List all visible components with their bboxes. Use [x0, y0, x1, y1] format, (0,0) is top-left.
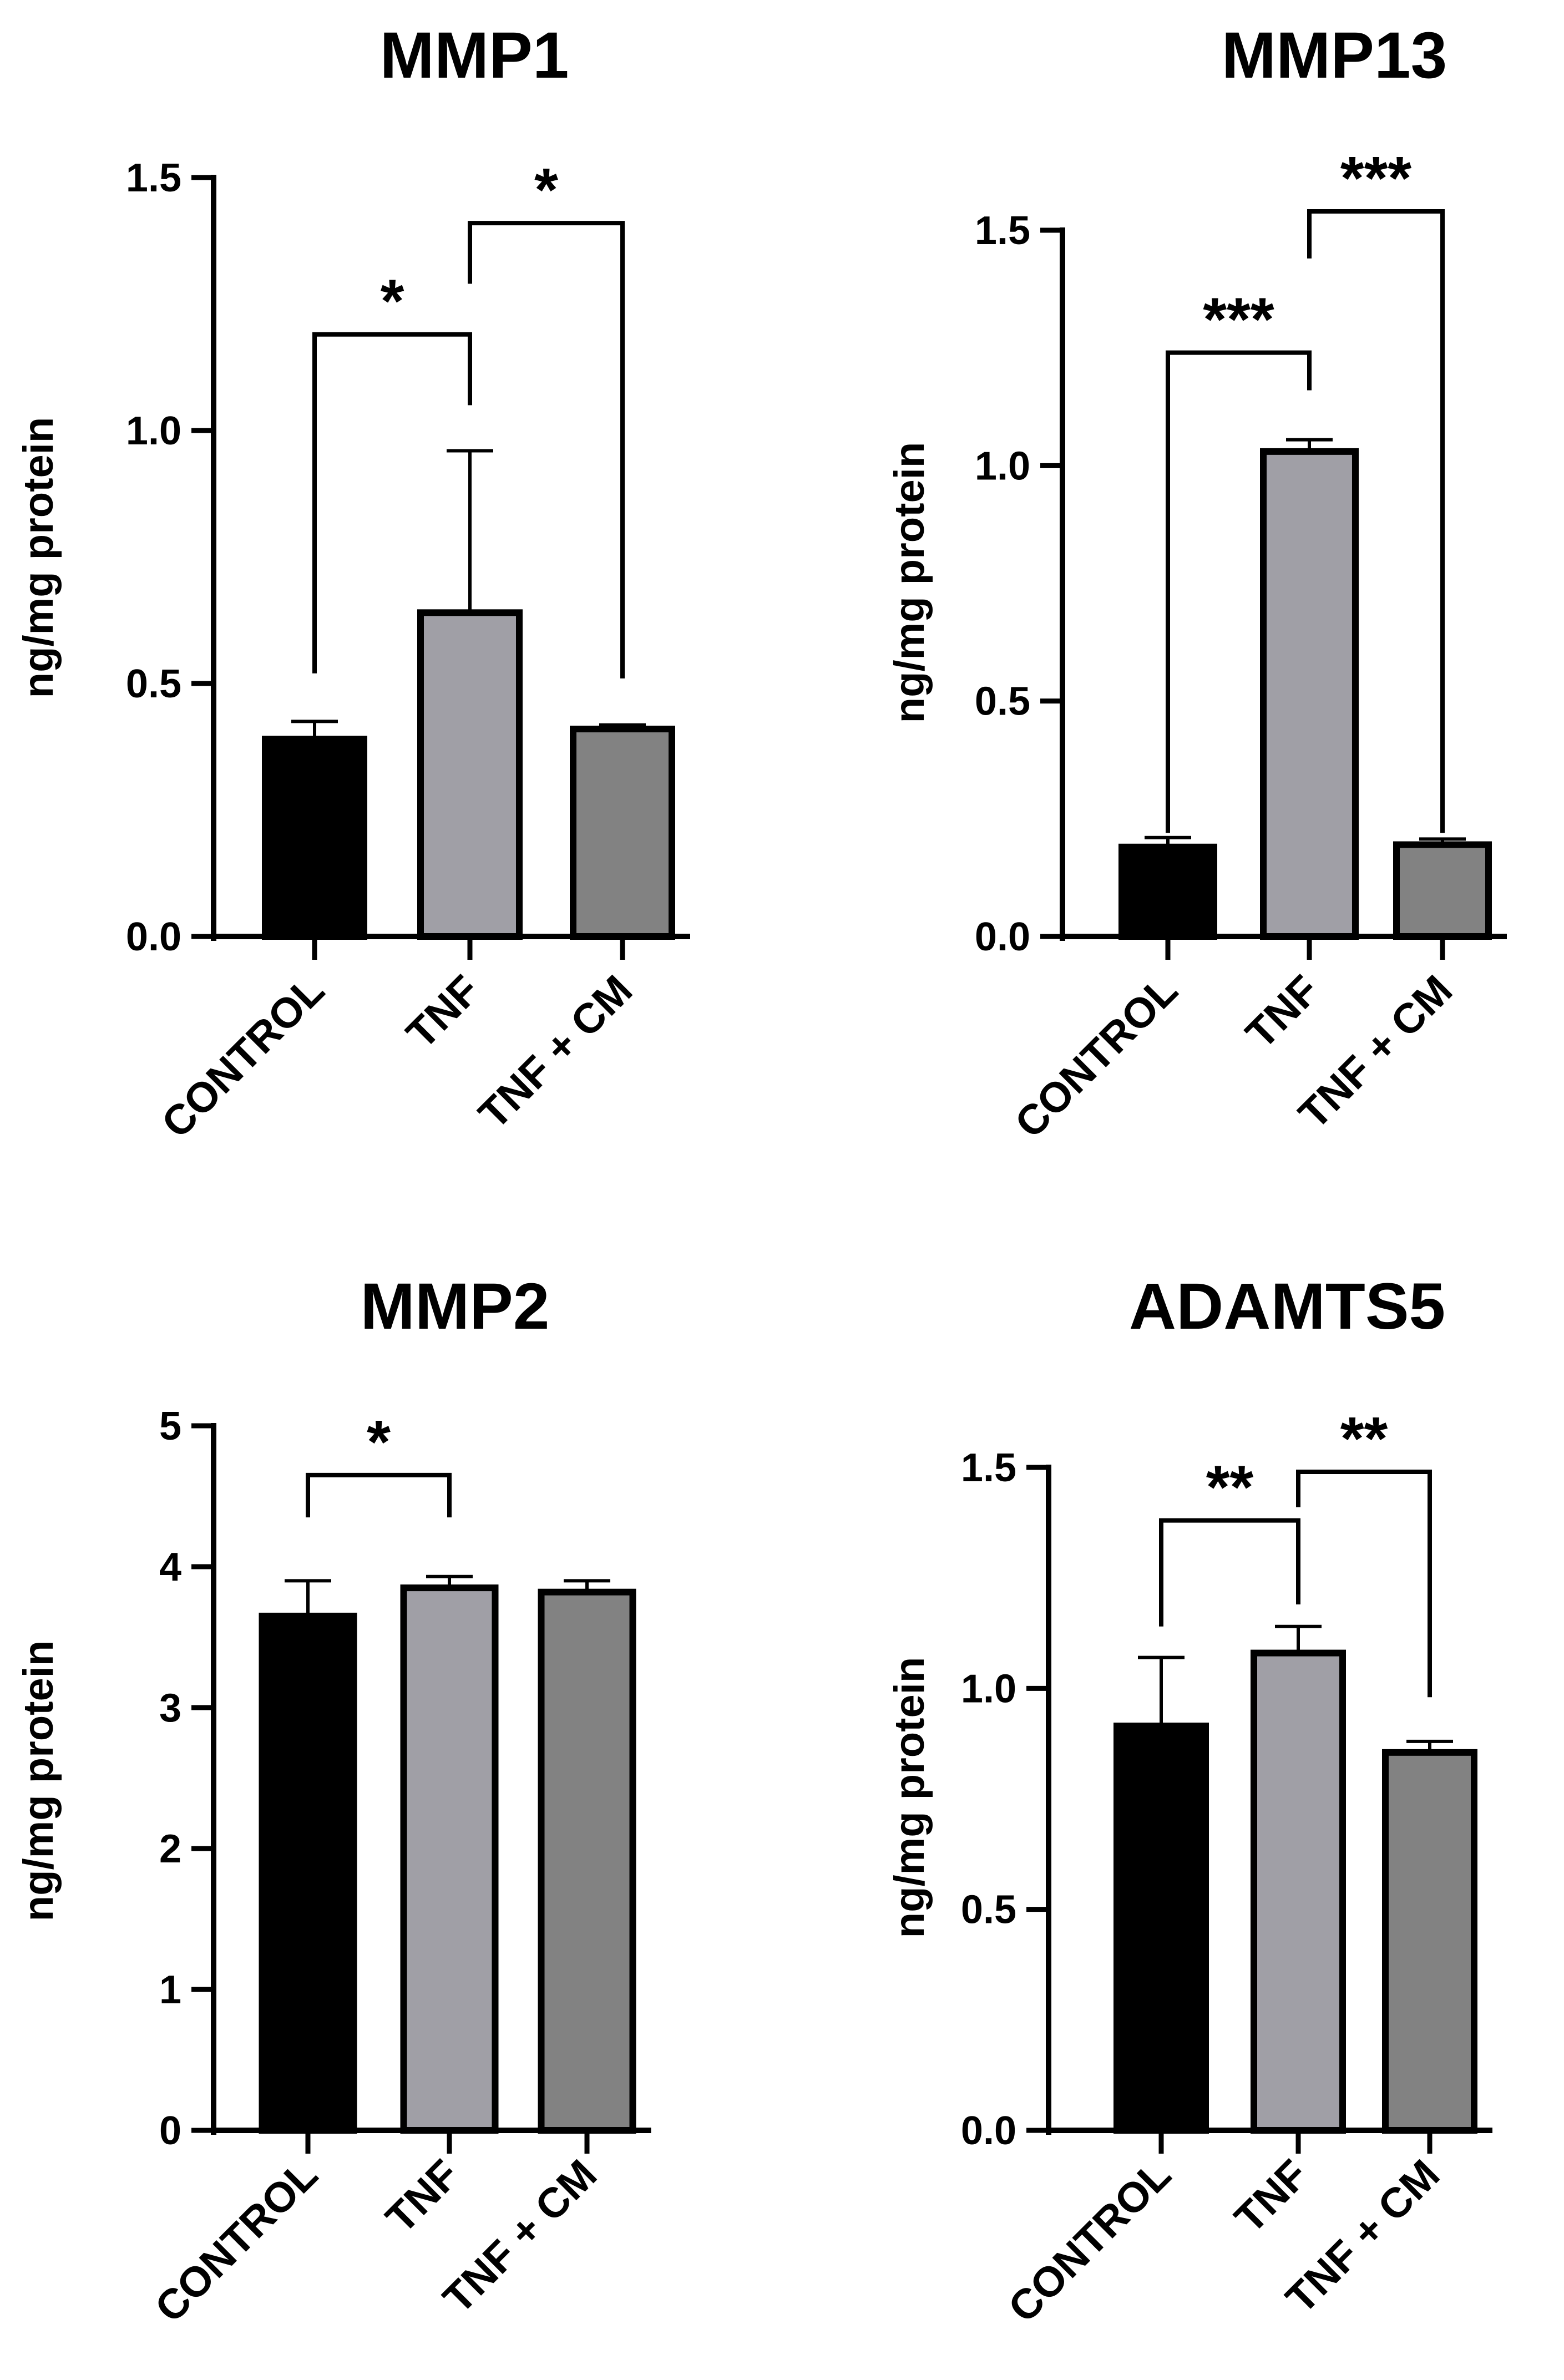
bar-tnf-cm: [1382, 1749, 1477, 2134]
significance-label: ***: [1340, 144, 1412, 212]
significance-label: ***: [1203, 286, 1274, 354]
y-tick-label: 4: [159, 1545, 181, 1589]
y-tick-label: 0.0: [975, 915, 1030, 959]
chart-mmp13: MMP13 ng/mg protein 0.0 0.5 1.0 1.5 CONTROL TNF…: [886, 19, 1507, 1147]
chart-title: ADAMTS5: [1129, 1270, 1445, 1343]
y-tick-label: 1.0: [961, 1667, 1016, 1711]
category-label: TNF + CM: [470, 966, 641, 1138]
bar-tnf: [400, 1584, 499, 2134]
bar-control: [1113, 1723, 1209, 2134]
bar-control: [1118, 843, 1217, 940]
significance-bracket: [1296, 1469, 1432, 1698]
y-tick-label: 0: [159, 2109, 181, 2153]
category-label: CONTROL: [1006, 966, 1187, 1147]
significance-label: *: [534, 156, 558, 224]
y-tick-label: 0.0: [961, 2109, 1016, 2153]
category-label: TNF: [1237, 966, 1328, 1058]
chart-title: MMP1: [380, 19, 569, 92]
category-label: CONTROL: [146, 2151, 327, 2332]
y-tick-label: 1: [159, 1968, 181, 2012]
bar-tnf: [1251, 1649, 1346, 2134]
significance-bracket: [1307, 209, 1445, 833]
category-label: TNF: [377, 2151, 468, 2242]
bar-tnf: [1260, 448, 1359, 940]
bar-tnf-cm: [1393, 841, 1492, 940]
bar-tnf: [417, 609, 523, 940]
bar-control: [262, 736, 367, 940]
y-tick-label: 0.5: [126, 662, 181, 706]
significance-bracket: [1159, 1518, 1300, 1627]
y-tick-label: 1.0: [126, 409, 181, 453]
significance-label: **: [1206, 1454, 1254, 1522]
chart-title: MMP13: [1222, 19, 1447, 92]
significance-label: *: [381, 267, 404, 336]
significance-bracket: [312, 332, 472, 674]
significance-label: **: [1340, 1405, 1388, 1473]
bar-tnf-cm: [570, 726, 675, 940]
significance-bracket: [306, 1472, 452, 1518]
bar-control: [259, 1612, 357, 2134]
y-axis-label: ng/mg protein: [886, 1657, 933, 1938]
category-label: CONTROL: [153, 966, 333, 1147]
y-tick-label: 3: [159, 1686, 181, 1730]
y-tick-label: 1.5: [975, 209, 1030, 253]
chart-mmp1: MMP1 ng/mg protein 0.0 0.5 1.0 1.5 CONTROL TNFT…: [15, 19, 690, 1147]
significance-bracket: [1166, 350, 1312, 833]
y-tick-label: 1.5: [126, 156, 181, 200]
bar-tnf-cm: [538, 1588, 636, 2134]
y-axis-label: ng/mg protein: [886, 442, 933, 723]
y-tick-label: 2: [159, 1827, 181, 1871]
y-tick-label: 0.5: [975, 680, 1030, 724]
category-label: TNF: [397, 966, 489, 1058]
y-tick-label: 5: [159, 1404, 181, 1449]
significance-bracket: [468, 221, 625, 678]
significance-label: *: [367, 1408, 391, 1476]
chart-adamts5: ADAMTS5 ng/mg protein 0.0 0.5 1.0 1.5 CONTROL T…: [886, 1270, 1492, 2332]
category-label: CONTROL: [999, 2151, 1180, 2332]
y-tick-label: 1.0: [975, 444, 1030, 488]
chart-title: MMP2: [361, 1270, 550, 1343]
y-tick-label: 1.5: [961, 1446, 1016, 1490]
y-tick-label: 0.5: [961, 1888, 1016, 1932]
y-axis-label: ng/mg protein: [15, 417, 62, 698]
category-label: TNF: [1226, 2151, 1317, 2242]
y-tick-label: 0.0: [126, 915, 181, 959]
y-axis-label: ng/mg protein: [15, 1640, 62, 1922]
